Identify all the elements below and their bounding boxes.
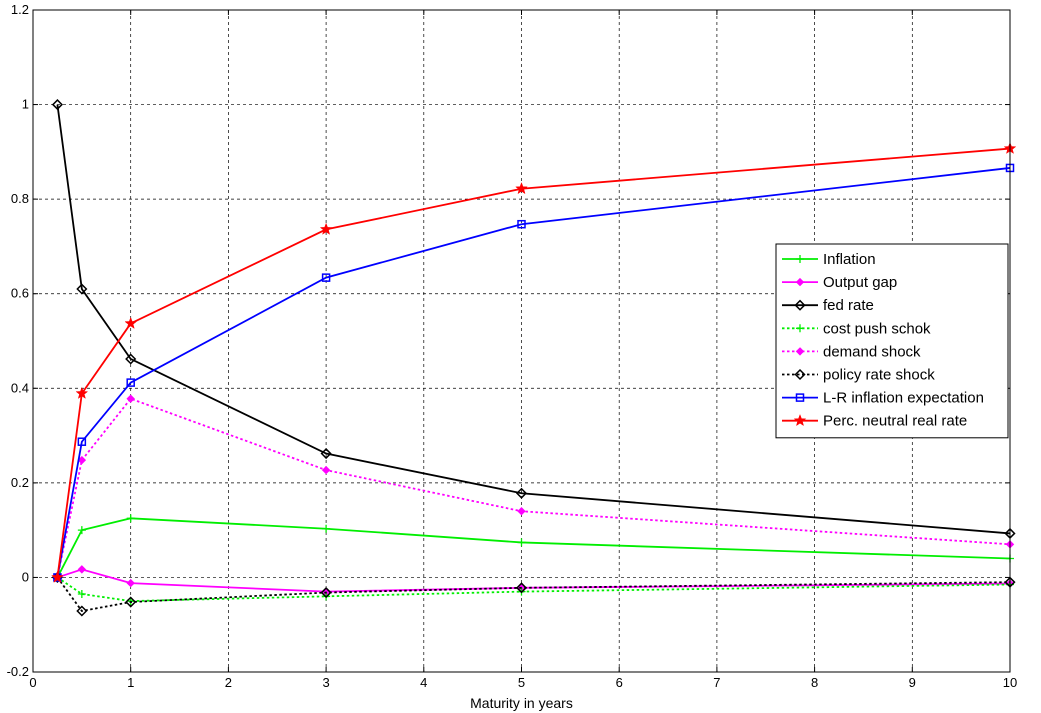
data-point xyxy=(319,222,333,235)
legend-label: cost push schok xyxy=(823,320,931,337)
series-line xyxy=(56,576,1011,602)
data-point xyxy=(795,393,805,402)
data-point xyxy=(124,316,138,329)
tick-labels: 0 1 2 3 4 5 6 7 8 9 10-0.200.20.40.60.811.2 xyxy=(7,2,1018,690)
data-point xyxy=(795,277,805,287)
legend-label: Output gap xyxy=(823,274,897,291)
x-tick-label: 1 xyxy=(127,675,134,690)
data-point xyxy=(76,605,88,617)
data-point xyxy=(796,255,804,263)
legend-item: Inflation xyxy=(782,251,876,268)
data-point xyxy=(76,283,88,295)
legend-label: Inflation xyxy=(823,251,876,268)
series-line xyxy=(56,576,1011,612)
legend-item: policy rate shock xyxy=(782,367,935,384)
legend-label: demand shock xyxy=(823,343,921,360)
series-line xyxy=(56,397,1011,578)
x-tick-label: 3 xyxy=(322,675,329,690)
data-point xyxy=(77,437,87,446)
y-tick-label: 0.6 xyxy=(11,286,29,301)
data-point xyxy=(125,596,137,608)
data-point xyxy=(515,182,528,195)
data-point xyxy=(794,299,806,311)
legend: Inflation Output gap fed rate cost push sch… xyxy=(775,243,1009,439)
data-point xyxy=(517,219,526,229)
series-3 xyxy=(53,573,1014,606)
data-point xyxy=(517,538,526,547)
data-point xyxy=(51,570,64,583)
legend-label: policy rate shock xyxy=(823,367,935,384)
legend-label: L-R inflation expectation xyxy=(823,390,984,407)
x-tick-label: 0 xyxy=(29,675,36,690)
data-point xyxy=(321,465,331,475)
y-tick-label: 1.2 xyxy=(11,2,29,17)
data-point xyxy=(515,487,528,499)
data-point xyxy=(126,394,135,403)
x-tick-label: 7 xyxy=(713,675,720,690)
series-line xyxy=(56,104,1011,535)
data-point xyxy=(77,526,86,535)
legend-item: Perc. neutral real rate xyxy=(782,413,967,430)
data-point xyxy=(77,589,86,598)
data-point xyxy=(795,347,805,356)
data-point xyxy=(517,507,526,516)
legend-item: fed rate xyxy=(782,297,874,314)
data-point xyxy=(320,586,332,599)
x-tick-label: 9 xyxy=(909,675,916,690)
x-tick-label: 10 xyxy=(1003,675,1017,690)
y-tick-label: 0.2 xyxy=(11,475,29,490)
y-tick-label: -0.2 xyxy=(7,664,29,679)
series-line xyxy=(57,568,1011,593)
x-tick-label: 8 xyxy=(811,675,818,690)
series-2 xyxy=(51,99,1016,540)
x-tick-label: 2 xyxy=(225,675,232,690)
legend-label: Perc. neutral real rate xyxy=(823,413,967,430)
x-tick-label: 6 xyxy=(616,675,623,690)
series-line xyxy=(56,517,1011,578)
data-point xyxy=(75,386,89,399)
data-point xyxy=(796,324,804,333)
data-point xyxy=(321,273,331,282)
data-point xyxy=(794,368,806,381)
legend-item: L-R inflation expectation xyxy=(782,390,984,407)
legend-item: Output gap xyxy=(782,274,897,291)
data-point xyxy=(126,514,135,523)
series-5 xyxy=(51,571,1016,617)
legend-label: fed rate xyxy=(823,297,874,314)
x-axis-label: Maturity in years xyxy=(470,695,573,711)
y-tick-label: 1 xyxy=(22,97,29,112)
series-0 xyxy=(53,514,1014,582)
legend-item: demand shock xyxy=(782,343,921,360)
data-point xyxy=(322,524,331,533)
y-tick-label: 0.4 xyxy=(11,380,29,395)
data-point xyxy=(126,378,135,387)
legend-box xyxy=(775,243,1009,439)
x-tick-label: 5 xyxy=(518,675,525,690)
y-tick-label: 0.8 xyxy=(11,191,29,206)
data-point xyxy=(125,353,137,365)
series-layer xyxy=(51,99,1017,617)
series-7 xyxy=(51,141,1017,583)
y-tick-label: 0 xyxy=(22,569,29,584)
legend-item: cost push schok xyxy=(782,320,931,337)
data-point xyxy=(51,99,63,111)
data-point xyxy=(320,447,332,460)
series-line xyxy=(56,147,1011,578)
series-line xyxy=(56,167,1011,578)
data-point xyxy=(77,565,87,574)
data-point xyxy=(793,413,807,427)
data-point xyxy=(515,582,528,594)
data-point xyxy=(126,578,135,588)
x-tick-label: 4 xyxy=(420,675,427,690)
